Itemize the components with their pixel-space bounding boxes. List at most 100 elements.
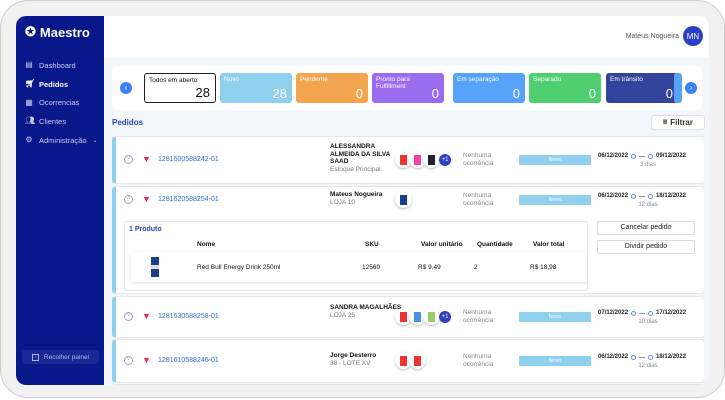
total-price: R$ 18,98 xyxy=(530,264,557,271)
customer-name: ALESSANDRA ALMEIDA DA SILVA SAAD xyxy=(330,143,391,165)
timeline-line xyxy=(639,195,646,197)
customer-info: Jorge Desterro 38 - LOTE XV xyxy=(330,352,402,367)
detail-title: 1 Produto xyxy=(129,226,162,233)
section-title: Pedidos xyxy=(112,118,144,127)
scroll-right-button[interactable]: › xyxy=(685,82,697,94)
order-id-link[interactable]: 1281620588254-01 xyxy=(158,196,219,203)
status-filter-bar: ‹ Todos em aberto 28 Novo 28 Pendente 0 Pronto… xyxy=(112,66,702,110)
filter-label: Filtrar xyxy=(670,118,693,127)
chevron-left-icon: ‹ xyxy=(31,353,39,361)
delivery-dates: 06/12/2022 09/12/2022 3 dias xyxy=(598,153,704,168)
status-card-partial[interactable] xyxy=(674,73,682,103)
product-thumbnail xyxy=(395,308,412,325)
collapse-label: Recolher painel xyxy=(43,353,90,361)
vtex-logo-icon: ▼ xyxy=(142,154,151,164)
product-image xyxy=(151,257,159,277)
vtex-logo-icon: ▼ xyxy=(142,355,151,365)
product-thumbnail xyxy=(423,151,440,168)
vtex-logo-icon: ▼ xyxy=(142,311,151,321)
customer-info: Mateus Nogueira LOJA 10 xyxy=(330,191,402,206)
customer-name: SANDRA MAGALHÃES xyxy=(330,304,402,311)
timeline-dot-icon xyxy=(648,153,654,159)
status-badge: Novo xyxy=(519,155,591,165)
sidebar-item-administracao[interactable]: ⚙ Administração ⌄ xyxy=(25,131,97,150)
status-card[interactable]: Em separação 0 xyxy=(453,73,525,103)
sidebar-item-ocorrencias[interactable]: ▦ Ocorrencias xyxy=(25,93,98,112)
sidebar: ✪ Maestro ▤ Dashboard 🛒︎ Pedidos ▦ Ocorrenci… xyxy=(16,16,104,385)
status-card[interactable]: Em trânsito 0 xyxy=(606,73,678,103)
days-count: 10 dias xyxy=(638,319,658,325)
status-card-label: Separado xyxy=(533,76,562,83)
status-card[interactable]: Todos em aberto 28 xyxy=(144,73,216,103)
timeline-dot-icon xyxy=(631,153,637,159)
cart-icon: 🛒︎ xyxy=(25,79,36,89)
collapse-panel-button[interactable]: ‹ Recolher painel xyxy=(22,350,99,364)
scroll-left-button[interactable]: ‹ xyxy=(120,82,132,94)
start-date: 06/12/2022 xyxy=(598,153,629,159)
sidebar-nav: ▤ Dashboard 🛒︎ Pedidos ▦ Ocorrencias 👥︎ Clie… xyxy=(25,56,98,149)
status-card-label: Pendente xyxy=(300,76,328,83)
occurrence-text: Nenhuma ocorrência xyxy=(463,309,494,324)
status-card-label: Todos em aberto xyxy=(149,77,198,84)
app-screen: ✪ Maestro ▤ Dashboard 🛒︎ Pedidos ▦ Ocorrenci… xyxy=(16,16,709,385)
users-icon: 👥︎ xyxy=(25,116,36,126)
sidebar-item-pedidos[interactable]: 🛒︎ Pedidos xyxy=(25,75,98,94)
timeline-dot-icon xyxy=(631,354,637,360)
product-thumbnail xyxy=(423,308,440,325)
unit-price: R$ 9,49 xyxy=(418,264,441,271)
status-card-count: 28 xyxy=(272,86,287,101)
table-header: Quantidade xyxy=(477,241,513,248)
status-card[interactable]: Pendente 0 xyxy=(296,73,368,103)
cancel-order-button[interactable]: Cancelar pedido xyxy=(597,221,695,235)
order-row[interactable]: ˅ ▼ 1281600588242-01 ALESSANDRA ALMEIDA DA … xyxy=(112,137,704,183)
chevron-up-icon[interactable]: ˄ xyxy=(124,195,133,204)
table-header: Valor total xyxy=(533,241,565,248)
start-date: 06/12/2022 xyxy=(598,354,629,360)
product-thumbnails: +1 xyxy=(395,308,451,325)
timeline-line xyxy=(639,155,646,157)
sidebar-item-label: Administração xyxy=(39,135,87,145)
customer-name: Jorge Desterro xyxy=(330,352,377,359)
order-id-link[interactable]: 1281610588246-01 xyxy=(158,357,219,364)
order-detail-panel: 1 Produto Nome SKU Valor unitário Quantidade… xyxy=(124,221,588,291)
timeline-line xyxy=(639,312,646,314)
status-card-count: 0 xyxy=(431,86,439,101)
sidebar-item-dashboard[interactable]: ▤ Dashboard xyxy=(25,56,98,75)
product-thumbnail xyxy=(409,352,426,369)
quantity: 2 xyxy=(474,264,478,271)
customer-name: Mateus Nogueira xyxy=(330,191,383,198)
status-card[interactable]: Novo 28 xyxy=(220,73,292,103)
product-thumbnails xyxy=(395,191,412,208)
split-order-button[interactable]: Dividir pedido xyxy=(597,240,695,254)
sidebar-item-label: Ocorrencias xyxy=(39,98,80,108)
status-card-label: Pronto para Fulfillment xyxy=(376,76,410,90)
occurrence-text: Nenhuma ocorrência xyxy=(463,192,494,207)
product-thumbnail xyxy=(395,352,412,369)
delivery-dates: 07/12/2022 17/12/2022 10 dias xyxy=(598,310,704,325)
status-card-count: 28 xyxy=(195,85,210,100)
store-name: 38 - LOTE XV xyxy=(330,359,371,367)
table-header: SKU xyxy=(365,241,379,248)
status-card-count: 0 xyxy=(665,86,673,101)
start-date: 07/12/2022 xyxy=(598,310,629,316)
order-row[interactable]: ˄ ▼ 1281620588254-01 Mateus Nogueira LOJA 10… xyxy=(112,187,704,293)
end-date: 18/12/2022 xyxy=(656,193,687,199)
filter-button[interactable]: ⩸ Filtrar xyxy=(651,115,705,130)
sidebar-item-label: Pedidos xyxy=(39,79,69,89)
chevron-down-icon[interactable]: ˅ xyxy=(124,155,133,164)
order-row[interactable]: ˅ ▼ 1281630588258-01 SANDRA MAGALHÃES LOJA 2… xyxy=(112,297,704,337)
chevron-down-icon[interactable]: ˅ xyxy=(124,312,133,321)
status-card-label: Em trânsito xyxy=(610,76,643,83)
user-menu[interactable]: Mateus Nogueira MN xyxy=(626,26,703,46)
status-card[interactable]: Pronto para Fulfillment 0 xyxy=(372,73,444,103)
sidebar-item-clientes[interactable]: 👥︎ Clientes xyxy=(25,112,98,131)
order-id-link[interactable]: 1281600588242-01 xyxy=(158,156,219,163)
customer-info: SANDRA MAGALHÃES LOJA 25 xyxy=(330,304,402,319)
status-card[interactable]: Separado 0 xyxy=(529,73,601,103)
delivery-dates: 06/12/2022 18/12/2022 12 dias xyxy=(598,193,704,208)
avatar[interactable]: MN xyxy=(683,26,703,46)
status-badge: Novo xyxy=(519,195,591,205)
chevron-down-icon[interactable]: ˅ xyxy=(124,356,133,365)
order-row[interactable]: ˅ ▼ 1281610588246-01 Jorge Desterro 38 - LOT… xyxy=(112,340,704,382)
order-id-link[interactable]: 1281630588258-01 xyxy=(158,313,219,320)
